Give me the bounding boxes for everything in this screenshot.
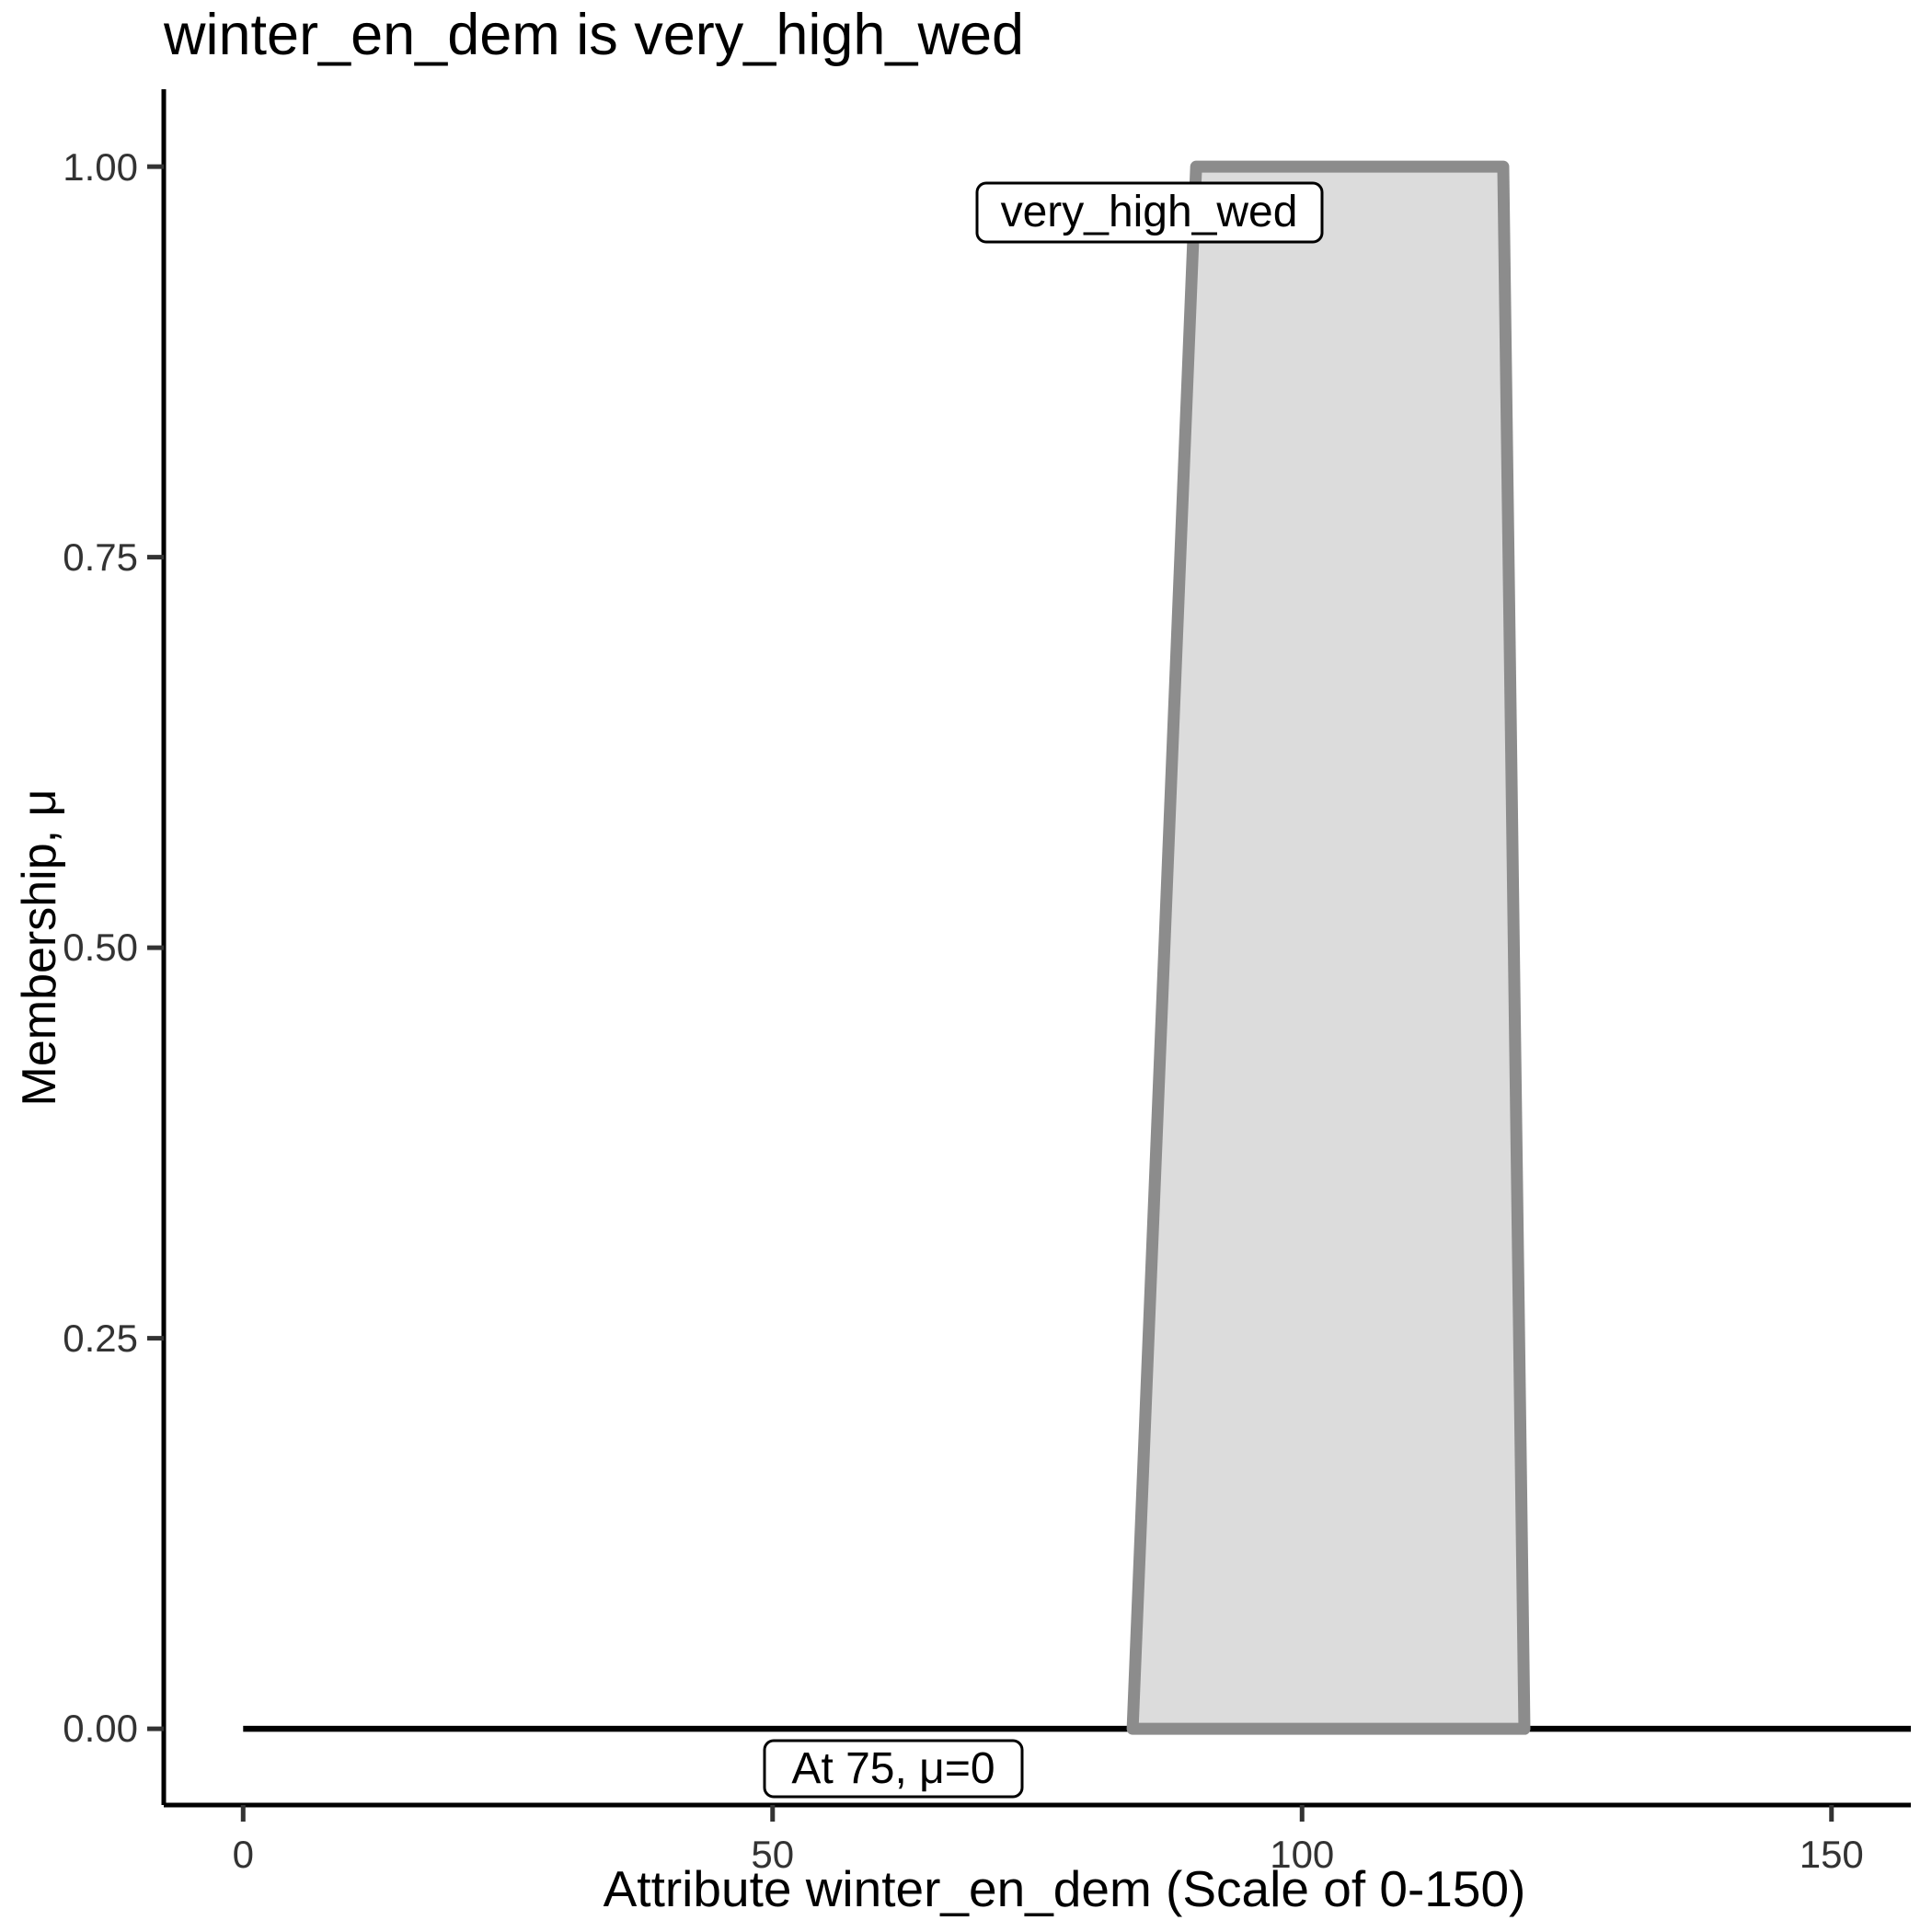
svg-text:150: 150 [1800,1833,1864,1876]
svg-text:1.00: 1.00 [63,145,138,189]
svg-text:0: 0 [233,1833,254,1876]
svg-text:Membership, μ: Membership, μ [13,789,66,1107]
svg-text:0.25: 0.25 [63,1317,138,1360]
svg-text:0.50: 0.50 [63,926,138,969]
svg-text:0.75: 0.75 [63,535,138,579]
svg-text:0.00: 0.00 [63,1707,138,1750]
svg-text:At 75, μ=0: At 75, μ=0 [791,1744,995,1793]
svg-text:very_high_wed: very_high_wed [1001,188,1298,236]
svg-text:Attribute winter_en_dem (Scale: Attribute winter_en_dem (Scale of 0-150) [604,1860,1526,1917]
